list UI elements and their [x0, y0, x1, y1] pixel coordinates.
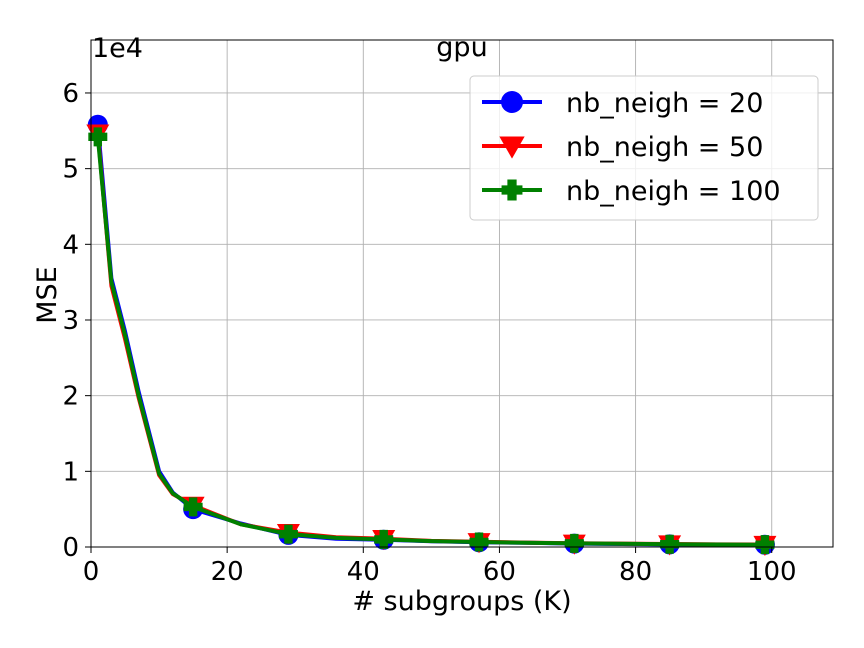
- legend-entry: nb_neigh = 50: [482, 132, 763, 163]
- data-point: [374, 529, 394, 549]
- data-point: [88, 127, 108, 147]
- legend-entry: nb_neigh = 20: [482, 88, 763, 119]
- x-tick-label: 80: [619, 557, 652, 587]
- data-point: [278, 524, 298, 544]
- plot-frame: [90, 39, 834, 548]
- x-tick-label: 100: [747, 557, 797, 587]
- y-axis-label: MSE: [32, 266, 63, 324]
- data-point: [564, 533, 584, 553]
- x-tick-label: 60: [483, 557, 516, 587]
- data-point: [183, 497, 203, 517]
- x-tick-label: 40: [347, 557, 380, 587]
- x-axis-label: # subgroups (K): [352, 586, 571, 617]
- data-point: [469, 532, 489, 552]
- y-tick-label: 3: [62, 306, 79, 336]
- data-point: [660, 534, 680, 554]
- y-tick-label: 6: [62, 79, 79, 109]
- legend-label: nb_neigh = 20: [566, 88, 763, 119]
- data-point: [755, 535, 775, 555]
- x-tick-label: 0: [83, 557, 100, 587]
- y-tick-label: 5: [62, 155, 79, 185]
- legend-box: [469, 75, 819, 221]
- y-tick-label: 4: [62, 230, 79, 260]
- legend-marker: [501, 179, 523, 201]
- chart-title: gpu: [436, 32, 487, 63]
- series-line: [95, 136, 765, 547]
- series-layer: [86, 114, 777, 557]
- legend-marker: [501, 91, 523, 113]
- legend-label: nb_neigh = 50: [566, 132, 763, 163]
- legend-entry: nb_neigh = 100: [482, 176, 781, 207]
- series-3: [88, 127, 775, 555]
- legend-marker: [499, 136, 525, 159]
- y-tick-label: 1: [62, 457, 79, 487]
- y-tick-label: 0: [62, 533, 79, 563]
- y-axis-multiplier: 1e4: [92, 33, 143, 64]
- grid: [90, 40, 833, 548]
- legend-label: nb_neigh = 100: [566, 176, 781, 207]
- legend: nb_neigh = 20 nb_neigh = 50 nb_neigh = 100: [469, 75, 819, 221]
- x-tick-label: 20: [211, 557, 244, 587]
- ticks: 0 20 40 60 80 100 0 1 2 3 4 5 6: [62, 79, 796, 587]
- y-tick-label: 2: [62, 382, 79, 412]
